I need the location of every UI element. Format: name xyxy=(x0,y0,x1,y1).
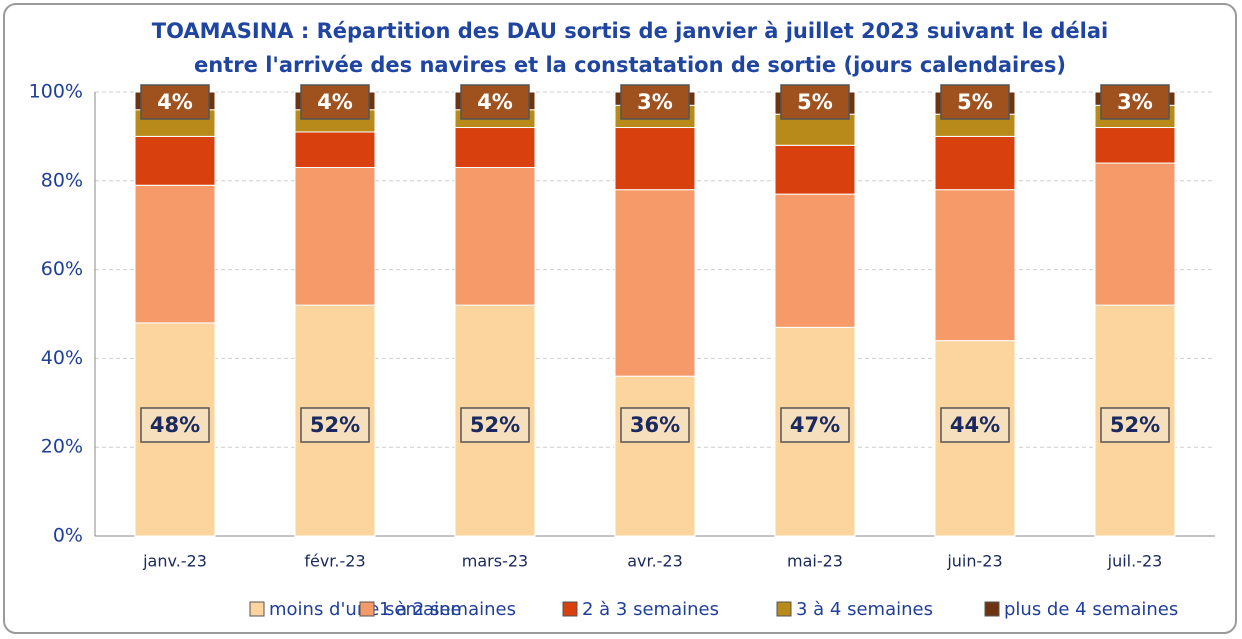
value-label-box xyxy=(940,84,1010,120)
bar-segment xyxy=(934,189,1016,342)
value-label: 3% xyxy=(1117,90,1153,114)
legend-swatch xyxy=(776,601,792,617)
x-tick-label: juin-23 xyxy=(946,552,1002,571)
bar-segment xyxy=(294,166,376,306)
chart-title: TOAMASINA : Répartition des DAU sortis d… xyxy=(152,19,1108,43)
value-label-box xyxy=(780,84,850,120)
x-tick-label: janv.-23 xyxy=(142,552,207,571)
x-tick-label: juil.-23 xyxy=(1107,552,1163,571)
bar-segment xyxy=(1094,127,1176,164)
bar-segment xyxy=(614,127,696,191)
value-label: 52% xyxy=(310,413,360,437)
chart-title: entre l'arrivée des navires et la consta… xyxy=(194,53,1066,77)
bar-segment xyxy=(774,193,856,328)
bar-segment xyxy=(294,131,376,168)
value-label: 47% xyxy=(790,413,840,437)
value-label-box xyxy=(1100,407,1170,443)
value-label-box xyxy=(780,407,850,443)
value-label: 52% xyxy=(1110,413,1160,437)
y-tick-label: 40% xyxy=(41,347,83,369)
value-label: 3% xyxy=(637,90,673,114)
value-label: 5% xyxy=(797,90,833,114)
legend-swatch xyxy=(984,601,1000,617)
value-label: 5% xyxy=(957,90,993,114)
value-label: 44% xyxy=(950,413,1000,437)
value-label: 4% xyxy=(477,90,513,114)
bar-segment xyxy=(1094,162,1176,306)
bar-segment xyxy=(454,166,536,306)
value-label-box xyxy=(140,407,210,443)
bar-segment xyxy=(934,135,1016,191)
value-label: 4% xyxy=(157,90,193,114)
value-label: 4% xyxy=(317,90,353,114)
y-tick-label: 80% xyxy=(41,169,83,191)
value-label-box xyxy=(1100,84,1170,120)
value-label: 48% xyxy=(150,413,200,437)
legend-swatch xyxy=(562,601,578,617)
legend-label: 3 à 4 semaines xyxy=(796,599,933,620)
bar-segment xyxy=(134,184,216,324)
y-tick-label: 60% xyxy=(41,258,83,280)
x-tick-label: avr.-23 xyxy=(627,552,683,571)
value-label-box xyxy=(460,407,530,443)
bar-segment xyxy=(614,375,696,537)
x-tick-label: févr.-23 xyxy=(304,552,365,571)
x-tick-label: mars-23 xyxy=(462,552,528,571)
y-tick-label: 20% xyxy=(41,436,83,458)
legend-swatch xyxy=(249,601,265,617)
y-tick-label: 100% xyxy=(29,81,83,103)
value-label-box xyxy=(940,407,1010,443)
bar-segment xyxy=(454,127,536,168)
value-label-box xyxy=(300,407,370,443)
y-tick-label: 0% xyxy=(53,525,83,547)
legend-label: plus de 4 semaines xyxy=(1004,599,1178,620)
legend-swatch xyxy=(359,601,375,617)
x-tick-label: mai-23 xyxy=(787,552,843,571)
legend-label: 1 à 2 semaines xyxy=(379,599,516,620)
value-label-box xyxy=(460,84,530,120)
value-label-box xyxy=(140,84,210,120)
bar-segment xyxy=(774,144,856,195)
value-label: 36% xyxy=(630,413,680,437)
bar-segment xyxy=(614,189,696,377)
value-label: 52% xyxy=(470,413,520,437)
legend-label: 2 à 3 semaines xyxy=(582,599,719,620)
value-label-box xyxy=(300,84,370,120)
bar-segment xyxy=(134,135,216,186)
value-label-box xyxy=(620,407,690,443)
value-label-box xyxy=(620,84,690,120)
